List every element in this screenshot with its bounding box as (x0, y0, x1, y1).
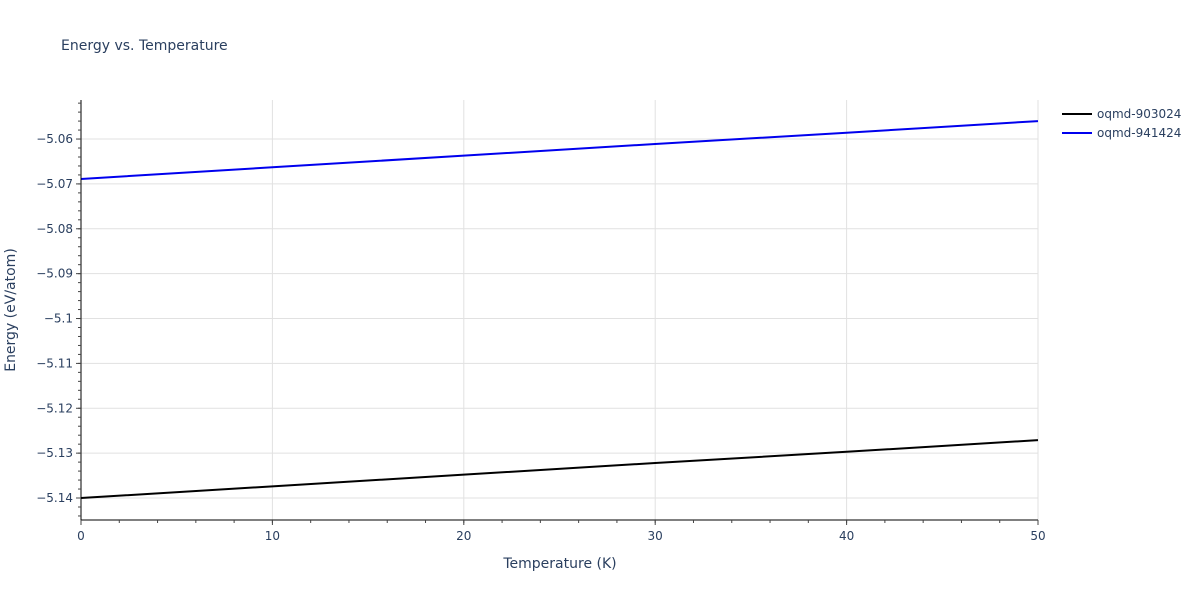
series-line-oqmd-941424 (80, 120, 1039, 180)
y-tick-label: −5.07 (36, 177, 73, 191)
y-axis-ticks: −5.14 −5.13 −5.12 −5.11 −5.1 −5.09 −5.08 −5.07 −… (36, 102, 81, 517)
x-axis-title: Temperature (K) (502, 556, 616, 572)
y-tick-label: −5.09 (36, 267, 73, 281)
series-lines (80, 120, 1039, 500)
x-tick-label: 0 (77, 529, 85, 543)
x-tick-label: 50 (1030, 529, 1045, 543)
y-tick-label: −5.06 (36, 132, 73, 146)
y-tick-label: −5.14 (36, 491, 73, 505)
x-tick-label: 10 (265, 529, 280, 543)
x-axis-ticks: 0 10 20 30 40 50 (77, 520, 1046, 543)
legend-label: oqmd-941424 (1097, 126, 1181, 140)
series-line-oqmd-903024 (80, 439, 1039, 500)
y-axis-title: Energy (eV/atom) (3, 248, 19, 372)
y-tick-label: −5.1 (44, 312, 73, 326)
axes (80, 100, 1038, 521)
legend: oqmd-903024 oqmd-941424 (1062, 107, 1181, 140)
legend-label: oqmd-903024 (1097, 107, 1181, 121)
chart-title: Energy vs. Temperature (61, 38, 228, 54)
x-tick-label: 40 (839, 529, 854, 543)
grid-lines (81, 100, 1039, 520)
y-tick-label: −5.12 (36, 401, 73, 415)
x-tick-label: 30 (648, 529, 663, 543)
x-tick-label: 20 (456, 529, 471, 543)
y-tick-label: −5.11 (36, 356, 73, 370)
y-tick-label: −5.08 (36, 222, 73, 236)
y-tick-label: −5.13 (36, 446, 73, 460)
